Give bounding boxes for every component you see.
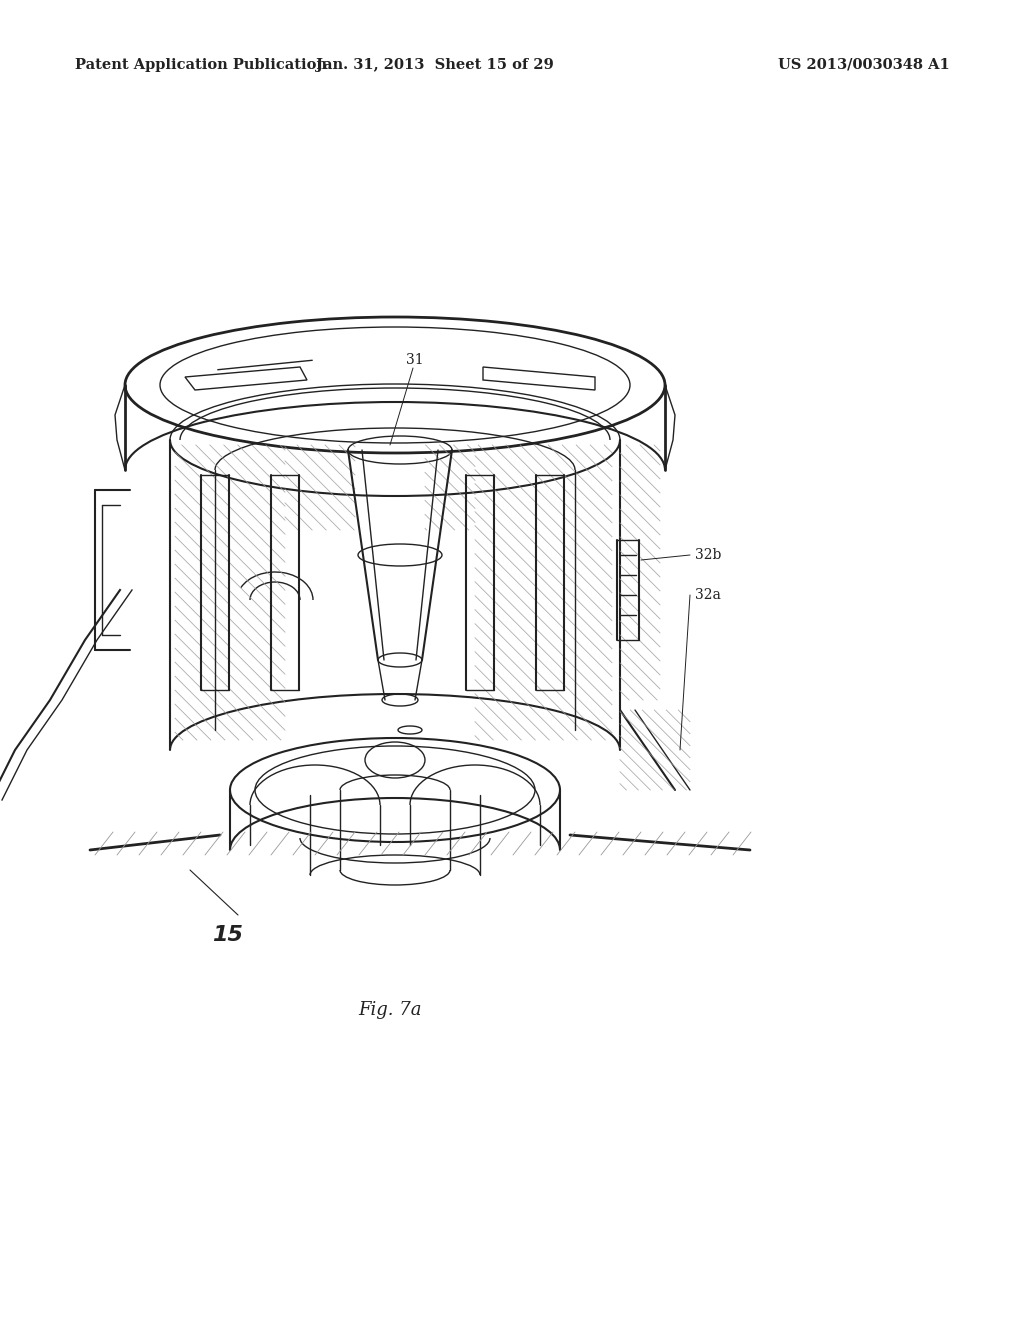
Text: Fig. 7a: Fig. 7a [358, 1001, 422, 1019]
Text: Jan. 31, 2013  Sheet 15 of 29: Jan. 31, 2013 Sheet 15 of 29 [316, 58, 554, 73]
Text: 32a: 32a [695, 587, 721, 602]
Text: 31: 31 [407, 352, 424, 367]
FancyArrowPatch shape [218, 360, 312, 370]
Text: 15: 15 [213, 925, 244, 945]
Text: US 2013/0030348 A1: US 2013/0030348 A1 [778, 58, 950, 73]
Text: Patent Application Publication: Patent Application Publication [75, 58, 327, 73]
Text: 32b: 32b [695, 548, 721, 562]
